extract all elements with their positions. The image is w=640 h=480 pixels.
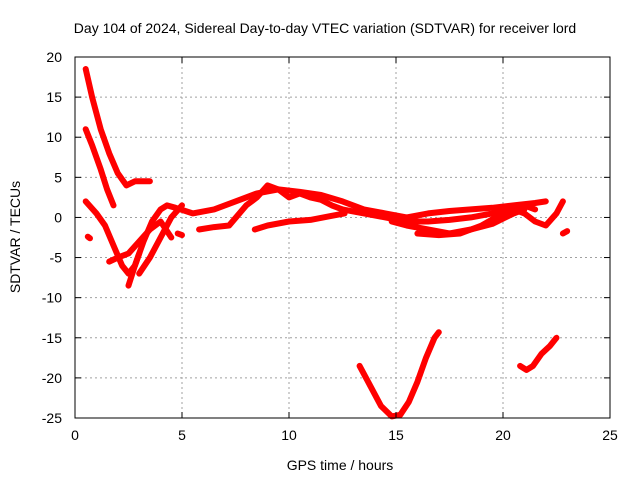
data-series-track-j	[251, 210, 348, 233]
x-tick-label: 0	[71, 427, 79, 443]
axis-ticks	[74, 56, 611, 419]
chart-title: Day 104 of 2024, Sidereal Day-to-day VTE…	[74, 20, 576, 36]
data-series-track-m	[414, 202, 539, 239]
y-tick-label: 20	[46, 49, 62, 65]
data-series-track-i	[196, 182, 346, 233]
data-series-track-g	[136, 202, 185, 277]
y-tick-label: 15	[46, 89, 62, 105]
x-tick-label: 25	[602, 427, 618, 443]
y-tick-label: 0	[54, 209, 62, 225]
x-tick-label: 10	[281, 427, 297, 443]
data-series-track-o	[517, 334, 560, 373]
data-series-track-b	[82, 126, 117, 209]
y-axis-tick-labels: -25 -20 -15 -10 -5 0 5 10 15 20	[42, 49, 62, 426]
data-series-track-k	[339, 198, 566, 229]
y-tick-label: -20	[42, 370, 62, 386]
x-axis-label: GPS time / hours	[287, 457, 394, 473]
y-tick-label: -25	[42, 410, 62, 426]
grid	[75, 57, 610, 418]
x-tick-label: 15	[388, 427, 404, 443]
x-tick-label: 20	[495, 427, 511, 443]
y-tick-label: -15	[42, 330, 62, 346]
y-tick-label: 5	[54, 169, 62, 185]
y-axis-label: SDTVAR / TECUs	[7, 181, 23, 293]
data-series-track-a	[82, 66, 153, 189]
data-series-track-n	[356, 329, 442, 420]
plot-frame	[74, 56, 611, 419]
y-tick-label: -10	[42, 290, 62, 306]
data-series-track-p	[559, 228, 571, 237]
data-series-track-d	[84, 233, 93, 242]
y-tick-label: -5	[50, 250, 63, 266]
x-tick-label: 5	[178, 427, 186, 443]
data-series-track-e	[106, 218, 175, 265]
data-series-track-h	[174, 230, 185, 239]
data-series-track-f	[125, 186, 549, 289]
y-tick-label: 10	[46, 129, 62, 145]
data-traces	[82, 66, 571, 420]
x-axis-tick-labels: 0 5 10 15 20 25	[71, 427, 618, 443]
